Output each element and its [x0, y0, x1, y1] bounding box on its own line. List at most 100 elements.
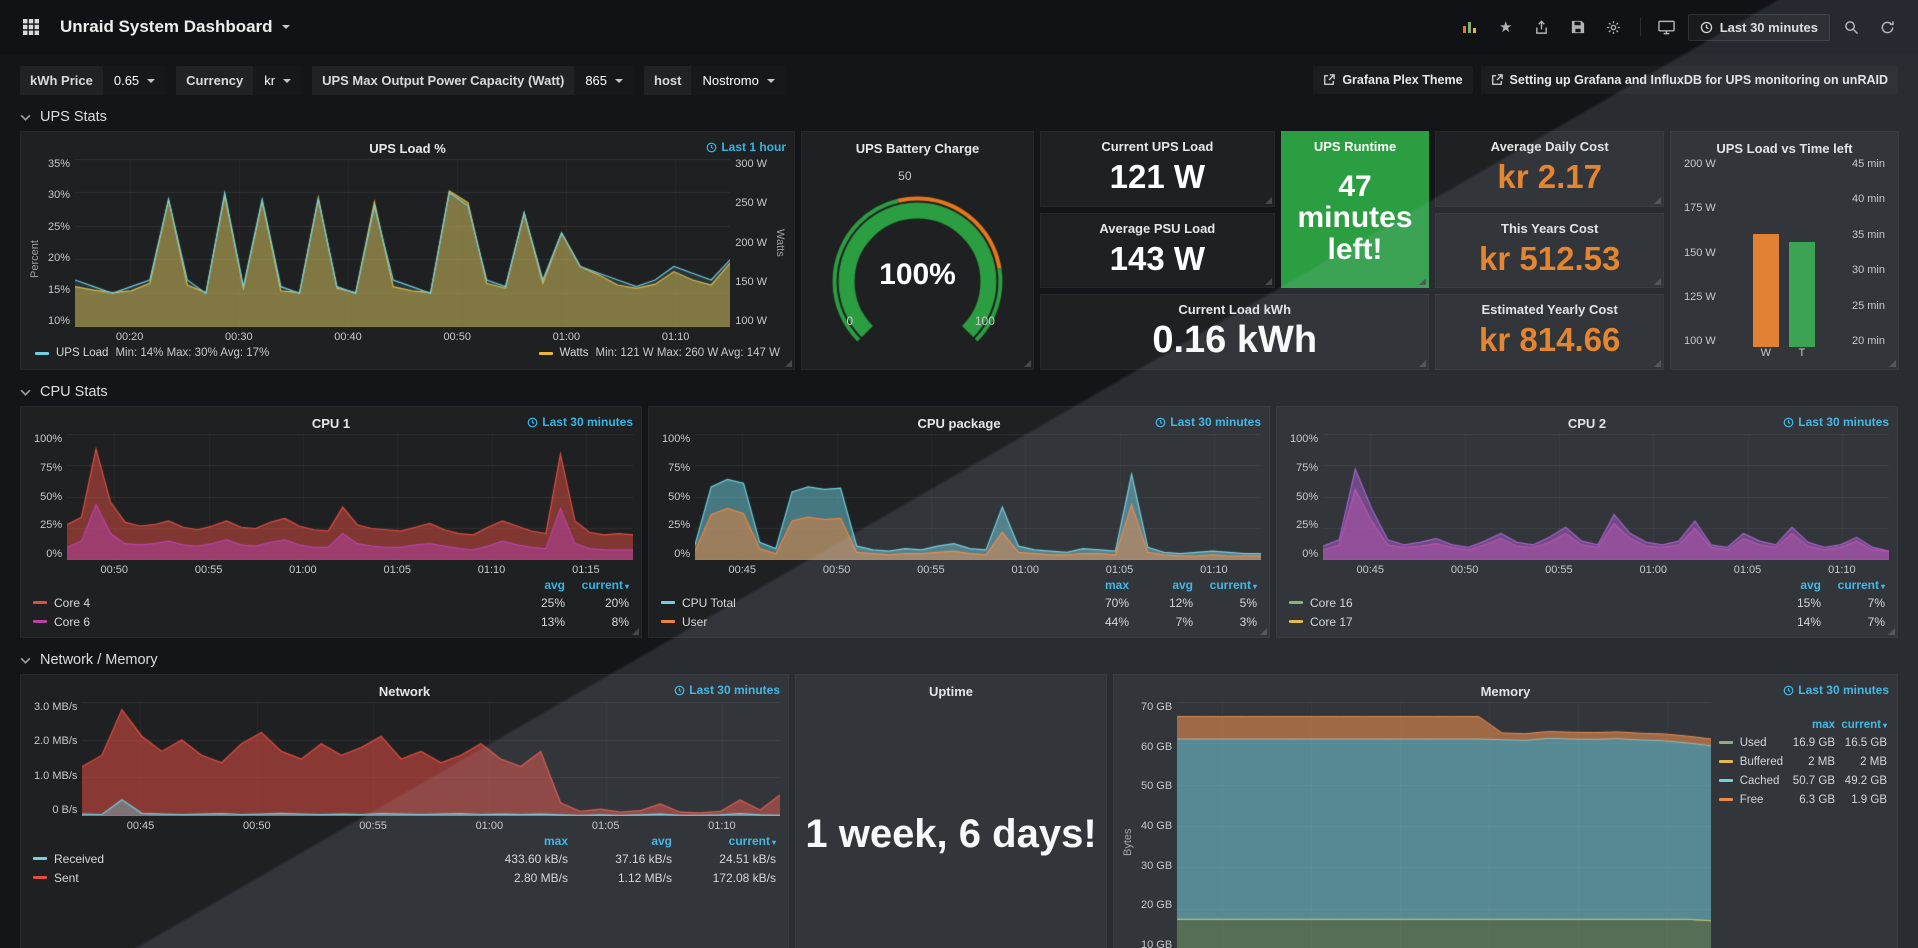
legend-series-name[interactable]: Cached [1718, 775, 1783, 787]
legend-series-name[interactable]: CPU Total [661, 596, 1065, 610]
panel-estimated-yearly-cost[interactable]: Estimated Yearly Cost kr 814.66 [1435, 294, 1664, 370]
panel-title[interactable]: CPU 2 [1567, 415, 1607, 431]
legend-series-name[interactable]: Core 16 [1289, 596, 1757, 610]
link-grafana-plex-theme[interactable]: Grafana Plex Theme [1313, 66, 1473, 94]
settings-gear-icon[interactable] [1599, 12, 1629, 42]
panel-time-range[interactable]: Last 1 hour [706, 140, 786, 154]
panel-time-range[interactable]: Last 30 minutes [1155, 415, 1261, 429]
cpu2-chart[interactable] [1323, 434, 1889, 560]
ups-load-chart[interactable] [75, 159, 731, 327]
time-range-label: Last 30 minutes [689, 683, 780, 697]
legend-series-name[interactable]: User [661, 615, 1065, 629]
variable-kwh-price[interactable]: kWh Price 0.65 [20, 66, 167, 95]
legend-column-header[interactable]: current ▾ [1209, 577, 1257, 592]
panel-title[interactable]: Memory [1480, 683, 1531, 699]
ups-stat-panels: Current UPS Load 121 W Average PSU Load … [1040, 131, 1664, 370]
legend-series-name[interactable]: Buffered [1718, 756, 1783, 768]
bar-W[interactable] [1752, 234, 1779, 347]
panel-title[interactable]: UPS Battery Charge [855, 140, 980, 156]
panel-time-range[interactable]: Last 30 minutes [527, 415, 633, 429]
tick-label: 40 min [1851, 193, 1885, 206]
panel-time-range[interactable]: Last 30 minutes [1783, 415, 1889, 429]
legend-series-name[interactable]: Core 6 [33, 615, 501, 629]
section-cpu-stats[interactable]: CPU Stats [20, 384, 1898, 400]
variable-value[interactable]: kr [253, 66, 303, 95]
legend-series-watts[interactable]: Watts Min: 121 W Max: 260 W Avg: 147 W [538, 347, 780, 359]
variable-host[interactable]: host Nostromo [644, 66, 786, 95]
panel-current-load-kwh[interactable]: Current Load kWh 0.16 kWh [1040, 294, 1430, 370]
stat-value: 0.16 kWh [1152, 318, 1318, 361]
legend-column-header[interactable]: max [1104, 577, 1129, 592]
section-network-memory[interactable]: Network / Memory [20, 652, 1898, 668]
dashboards-grid-icon[interactable] [16, 12, 46, 42]
panel-time-range[interactable]: Last 30 minutes [1783, 683, 1889, 697]
memory-chart[interactable] [1177, 702, 1711, 948]
chart-plot[interactable]: 00:20 00:30 00:40 00:50 01:00 01:10 [75, 159, 731, 343]
link-ups-monitoring-guide[interactable]: Setting up Grafana and InfluxDB for UPS … [1480, 66, 1898, 94]
star-icon[interactable]: ★ [1499, 19, 1513, 36]
panel-current-ups-load[interactable]: Current UPS Load 121 W [1040, 131, 1275, 207]
legend-column-header[interactable]: max [1811, 718, 1835, 731]
legend-series-name[interactable]: Used [1718, 737, 1783, 749]
legend-column-header[interactable]: avg [1800, 577, 1821, 592]
variable-ups-max-output[interactable]: UPS Max Output Power Capacity (Watt) 865 [312, 66, 635, 95]
legend-series-name[interactable]: Received [33, 852, 464, 866]
search-icon[interactable] [1836, 12, 1866, 42]
legend-series-name[interactable]: Core 4 [33, 596, 501, 610]
section-ups-stats[interactable]: UPS Stats [20, 109, 1898, 125]
legend-column-header[interactable]: current ▾ [1841, 718, 1887, 731]
legend-column-header[interactable]: current ▾ [581, 577, 629, 592]
legend-series-name[interactable]: Sent [33, 871, 464, 885]
legend-column-header[interactable]: avg [544, 577, 565, 592]
panel-average-daily-cost[interactable]: Average Daily Cost kr 2.17 [1435, 131, 1664, 207]
legend-column-header[interactable]: current ▾ [728, 833, 776, 848]
legend-value: 1.9 GB [1851, 793, 1887, 806]
legend-series-name[interactable]: Core 17 [1289, 615, 1757, 629]
legend-column-header[interactable]: max [543, 833, 568, 848]
variable-value[interactable]: 865 [574, 66, 635, 95]
panel-average-psu-load[interactable]: Average PSU Load 143 W [1040, 212, 1275, 289]
legend-column-header[interactable]: current ▾ [1837, 577, 1885, 592]
save-icon[interactable] [1563, 12, 1593, 42]
variable-value[interactable]: 0.65 [102, 66, 167, 95]
bar-T[interactable] [1788, 241, 1815, 347]
series-color-swatch [33, 620, 47, 623]
dashboard-title-dropdown[interactable]: Unraid System Dashboard [60, 17, 290, 37]
cpu-package-chart[interactable] [695, 434, 1261, 560]
share-icon[interactable] [1527, 12, 1557, 42]
panel-this-years-cost[interactable]: This Years Cost kr 512.53 [1435, 212, 1664, 289]
cpu1-chart[interactable] [67, 434, 633, 560]
network-chart[interactable] [82, 702, 780, 816]
panel-ups-runtime[interactable]: UPS Runtime 47 minutes left! [1280, 131, 1430, 289]
legend-series-name[interactable]: Free [1718, 794, 1783, 806]
panel-memory: Memory Last 30 minutes Bytes 70 GB 60 GB 5… [1113, 674, 1898, 948]
panel-title[interactable]: CPU 1 [311, 415, 351, 431]
legend-column-header[interactable]: avg [651, 833, 672, 848]
panels-chart-icon[interactable] [1455, 12, 1485, 42]
panel-title[interactable]: Network [378, 683, 431, 699]
panel-time-range[interactable]: Last 30 minutes [674, 683, 780, 697]
refresh-icon[interactable] [1872, 12, 1902, 42]
chevron-down-icon [20, 657, 31, 664]
panel-title[interactable]: Uptime [928, 683, 974, 699]
tick-label: 200 W [1684, 158, 1716, 170]
legend-column-header[interactable]: avg [1172, 577, 1193, 592]
battery-gauge-canvas[interactable] [810, 159, 1025, 363]
legend-series-ups-load[interactable]: UPS Load Min: 14% Max: 30% Avg: 17% [35, 347, 269, 359]
legend-value: 49.2 GB [1844, 774, 1887, 787]
panel-uptime: Uptime 1 week, 6 days! [795, 674, 1107, 948]
variable-value[interactable]: Nostromo [691, 66, 786, 95]
time-range-picker[interactable]: Last 30 minutes [1687, 13, 1830, 41]
chart-plot[interactable]: 00:50 00:55 01:00 01:05 01:10 01:15 [67, 434, 633, 576]
chart-legend-table: avg current ▾ Core 4 25% 20% Core 6 13% 8% [29, 576, 633, 631]
variable-currency[interactable]: Currency kr [176, 66, 303, 95]
cycle-view-monitor-icon[interactable] [1652, 12, 1682, 42]
panel-title[interactable]: UPS Load % [369, 140, 446, 156]
panel-title[interactable]: CPU package [917, 415, 1001, 431]
panel-title[interactable]: UPS Load vs Time left [1716, 140, 1853, 156]
